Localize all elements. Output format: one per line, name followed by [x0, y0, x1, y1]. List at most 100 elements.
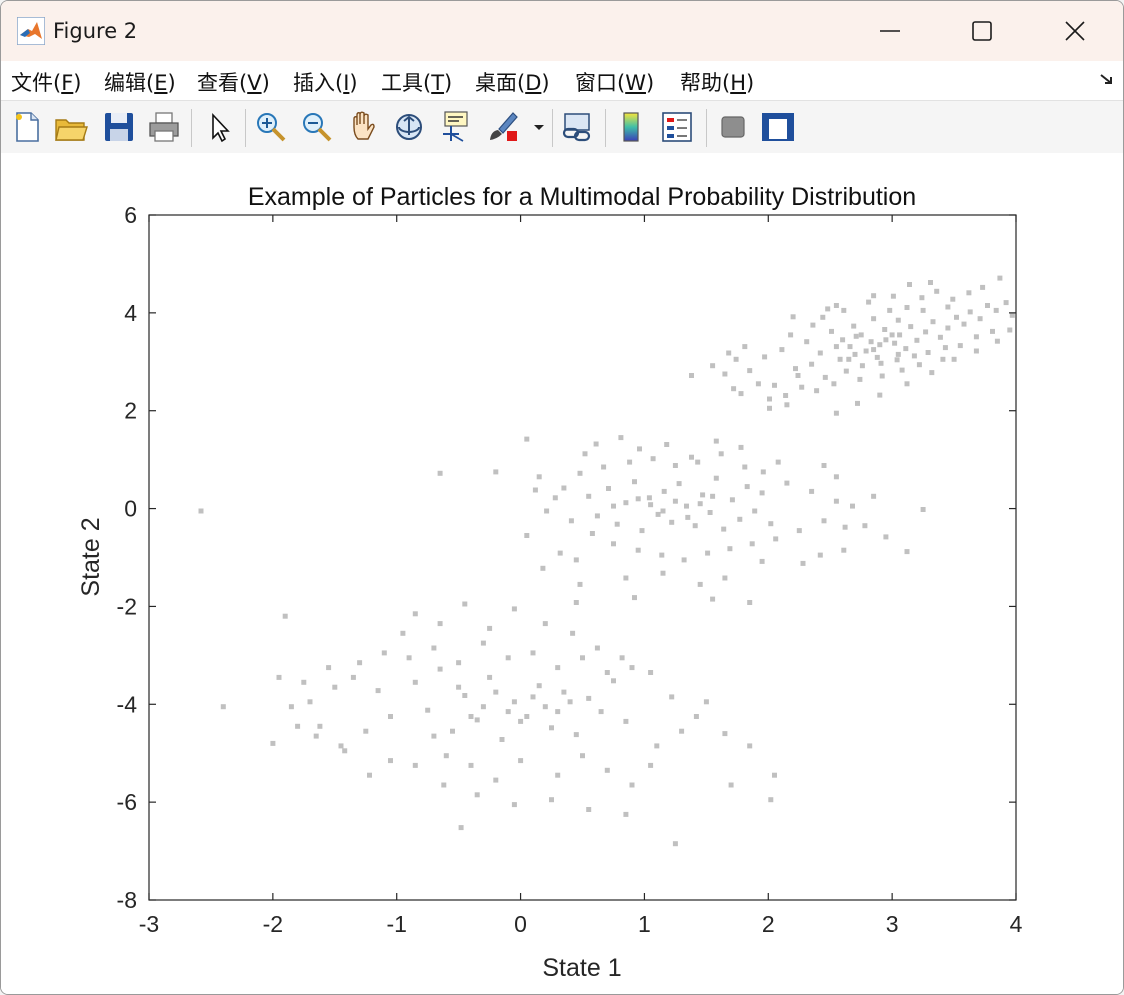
save-icon[interactable]	[101, 109, 137, 145]
title-bar[interactable]: Figure 2	[1, 1, 1123, 61]
particle-point	[738, 444, 744, 450]
particle-point	[549, 797, 554, 803]
particle-point	[855, 400, 860, 406]
axis-ticks: -3 -2 -1 0 1 2 3 4 -8 -6 -4 -2 0 2 4 6	[117, 202, 1023, 937]
particle-point	[887, 307, 893, 313]
open-file-icon[interactable]	[53, 109, 89, 145]
menu-file[interactable]: 文件(F)	[11, 71, 82, 95]
particle-point	[749, 541, 755, 547]
hide-plot-tools-icon[interactable]	[715, 109, 751, 145]
particle-point	[833, 498, 839, 504]
particle-point	[899, 367, 905, 373]
particle-point	[474, 792, 480, 798]
particle-point	[862, 523, 868, 529]
particle-point	[367, 772, 372, 778]
particles-layer	[198, 275, 1015, 847]
particle-point	[693, 714, 699, 719]
particle-point	[721, 526, 727, 532]
particle-point	[843, 368, 849, 374]
particle-point	[903, 346, 909, 352]
particle-point	[270, 740, 276, 746]
particle-point	[580, 655, 585, 661]
particle-point	[945, 325, 951, 331]
particle-point	[282, 613, 288, 619]
menu-edit[interactable]: 编辑(E)	[104, 71, 176, 95]
maximize-button[interactable]	[936, 1, 1028, 61]
particle-point	[961, 321, 967, 327]
particle-point	[661, 488, 667, 494]
particle-point	[604, 767, 610, 773]
menu-tools[interactable]: 工具(T)	[381, 71, 453, 95]
rotate-3d-icon[interactable]	[391, 109, 427, 145]
particle-point	[871, 493, 877, 499]
particle-point	[762, 354, 768, 360]
edit-plot-arrow-icon[interactable]	[201, 109, 237, 145]
particle-point	[817, 552, 823, 558]
zoom-out-icon[interactable]	[299, 109, 335, 145]
figure-canvas[interactable]: -3 -2 -1 0 1 2 3 4 -8 -6 -4 -2 0 2 4 6 Example of Parti…	[1, 153, 1123, 994]
particle-point	[916, 362, 922, 368]
particle-point	[437, 666, 443, 672]
particle-point	[623, 811, 629, 817]
menu-view[interactable]: 查看(V)	[197, 71, 270, 95]
particle-point	[733, 356, 739, 362]
menu-insert[interactable]: 插入(I)	[293, 71, 358, 95]
particle-point	[462, 693, 468, 698]
particle-point	[710, 493, 716, 499]
particle-point	[697, 581, 703, 587]
chart-title: Example of Particles for a Multimodal Pr…	[248, 183, 916, 211]
particle-point	[840, 337, 846, 343]
particle-point	[580, 753, 585, 759]
show-plot-tools-icon[interactable]	[760, 109, 796, 145]
particle-point	[540, 565, 546, 571]
zoom-in-icon[interactable]	[253, 109, 289, 145]
print-icon[interactable]	[146, 109, 182, 145]
particle-point	[825, 306, 831, 312]
link-plot-icon[interactable]	[559, 109, 595, 145]
particle-point	[648, 762, 654, 768]
close-icon	[1065, 21, 1085, 41]
particle-point	[790, 314, 796, 320]
particle-point	[783, 393, 789, 398]
particle-point	[555, 772, 561, 778]
particle-point	[890, 293, 896, 299]
menu-desktop[interactable]: 桌面(D)	[475, 71, 550, 95]
pan-hand-icon[interactable]	[345, 109, 381, 145]
scatter-plot[interactable]: -3 -2 -1 0 1 2 3 4 -8 -6 -4 -2 0 2 4 6 Example of Parti…	[1, 153, 1123, 994]
particle-point	[664, 442, 670, 447]
particle-point	[685, 514, 691, 520]
particle-point	[659, 552, 665, 558]
particle-point	[524, 533, 530, 538]
particle-point	[759, 558, 765, 564]
particle-point	[892, 340, 898, 346]
particle-point	[883, 337, 889, 343]
particle-point	[443, 753, 449, 759]
minimize-button[interactable]	[844, 1, 936, 61]
particle-point	[950, 296, 956, 302]
brush-icon[interactable]	[485, 109, 521, 145]
particle-point	[684, 503, 689, 509]
x-tick-label: 3	[886, 911, 899, 937]
menu-help[interactable]: 帮助(H)	[680, 71, 755, 95]
particle-point	[904, 549, 910, 555]
particle-point	[568, 518, 574, 524]
dropdown-arrow-icon[interactable]	[529, 109, 549, 145]
particle-point	[672, 841, 678, 847]
new-figure-icon[interactable]	[9, 109, 45, 145]
particle-point	[586, 695, 592, 701]
particle-point	[859, 363, 865, 369]
particle-point	[307, 699, 313, 705]
data-cursor-icon[interactable]	[437, 109, 473, 145]
particle-point	[639, 528, 645, 534]
dock-figure-icon[interactable]	[1099, 71, 1115, 87]
menu-window[interactable]: 窗口(W)	[575, 71, 655, 95]
particle-point	[544, 508, 550, 514]
close-button[interactable]	[1029, 1, 1121, 61]
x-tick-label: -2	[263, 911, 283, 937]
insert-legend-icon[interactable]	[659, 109, 695, 145]
particle-point	[993, 307, 999, 313]
insert-colorbar-icon[interactable]	[613, 109, 649, 145]
particle-point	[381, 650, 387, 656]
particle-point	[524, 714, 530, 719]
